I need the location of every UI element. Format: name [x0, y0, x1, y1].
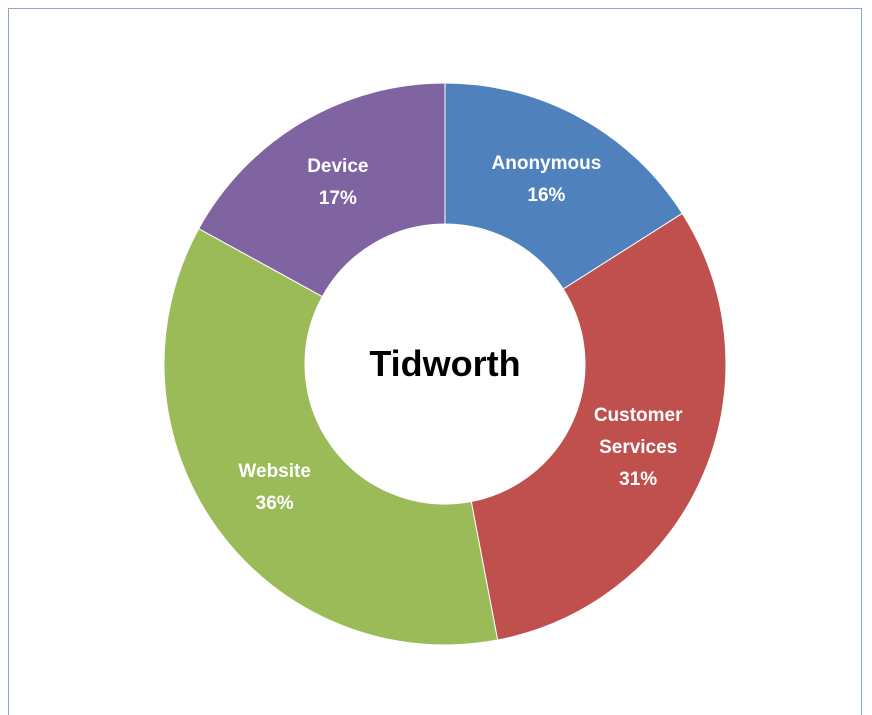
slice-label: Customer Services 31%	[573, 400, 703, 496]
chart-title: Tidworth	[369, 343, 521, 384]
value-label: 36%	[255, 492, 294, 514]
category-label: Device	[307, 155, 369, 177]
category-label: Anonymous	[491, 152, 602, 174]
value-label: 31%	[619, 468, 658, 490]
donut-slice	[470, 212, 727, 641]
value-label: 17%	[318, 187, 357, 209]
category-label: Customer Services	[593, 404, 683, 458]
slice-label: Device 17%	[273, 151, 403, 215]
slice-label: Anonymous 16%	[481, 148, 611, 212]
value-label: 16%	[527, 184, 566, 206]
donut-slice	[444, 82, 683, 290]
donut-slice	[198, 82, 446, 298]
donut-slice	[163, 227, 499, 646]
slice-label: Website 36%	[210, 456, 340, 520]
chart-frame	[8, 8, 862, 715]
category-label: Website	[238, 460, 311, 482]
